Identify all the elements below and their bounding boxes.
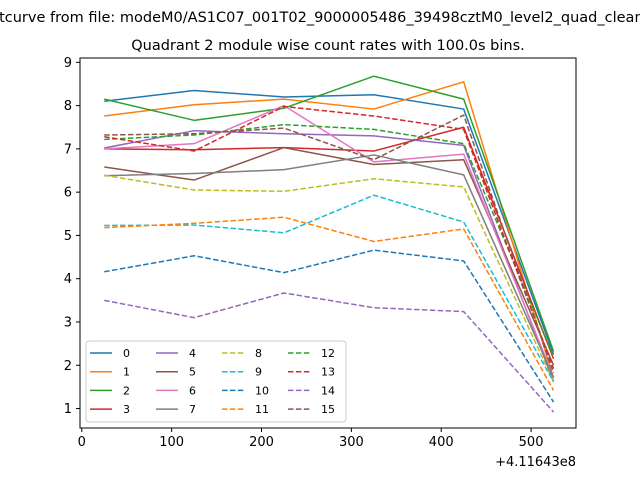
legend-label-4: 4 bbox=[189, 347, 196, 360]
series-line-1 bbox=[104, 81, 555, 379]
legend-label-5: 5 bbox=[189, 366, 196, 379]
legend-label-1: 1 bbox=[123, 366, 130, 379]
series-line-8 bbox=[104, 174, 555, 383]
x-tick-label: 100 bbox=[159, 435, 184, 450]
legend-label-8: 8 bbox=[255, 347, 262, 360]
series-line-11 bbox=[104, 216, 555, 391]
series-line-14 bbox=[104, 292, 555, 413]
legend-box bbox=[85, 340, 347, 423]
y-tick-label: 8 bbox=[64, 99, 72, 114]
chart-title: Quadrant 2 module wise count rates with … bbox=[131, 38, 525, 54]
legend-label-7: 7 bbox=[189, 403, 196, 416]
plot-frame bbox=[79, 57, 577, 429]
x-offset-label: +4.11643e8 bbox=[495, 455, 576, 470]
legend-label-15: 15 bbox=[321, 403, 335, 416]
plot-lines bbox=[104, 75, 555, 413]
series-line-12 bbox=[104, 123, 555, 357]
series-line-13 bbox=[104, 105, 555, 369]
y-tick-label: 1 bbox=[64, 402, 72, 417]
y-tick-label: 9 bbox=[64, 56, 72, 71]
figure-suptitle: Lightcurve from file: modeM0/AS1C07_001T… bbox=[0, 10, 640, 26]
legend-label-13: 13 bbox=[321, 366, 335, 379]
legend-label-2: 2 bbox=[123, 384, 130, 397]
series-line-0 bbox=[104, 89, 555, 355]
series-line-3 bbox=[104, 126, 555, 360]
y-tick-label: 4 bbox=[64, 272, 72, 287]
series-line-5 bbox=[104, 146, 555, 366]
series-line-7 bbox=[104, 154, 555, 378]
y-tick-label: 5 bbox=[64, 229, 72, 244]
legend-label-3: 3 bbox=[123, 403, 130, 416]
y-tick-label: 6 bbox=[64, 186, 72, 201]
legend-label-11: 11 bbox=[255, 403, 269, 416]
y-tick-label: 7 bbox=[64, 142, 72, 157]
x-axis: 0 100 200 300 400 500 bbox=[78, 428, 544, 450]
series-line-10 bbox=[104, 249, 555, 403]
legend-label-0: 0 bbox=[123, 347, 130, 360]
legend-label-10: 10 bbox=[255, 384, 269, 397]
x-tick-label: 200 bbox=[249, 435, 274, 450]
y-tick-label: 3 bbox=[64, 315, 72, 330]
series-line-2 bbox=[104, 75, 555, 352]
y-tick-label: 2 bbox=[64, 359, 72, 374]
x-tick-label: 500 bbox=[519, 435, 544, 450]
y-axis: 1 2 3 4 5 6 7 8 9 bbox=[64, 56, 80, 417]
legend-label-12: 12 bbox=[321, 347, 335, 360]
series-line-15 bbox=[104, 114, 555, 374]
x-tick-label: 400 bbox=[429, 435, 454, 450]
legend-label-6: 6 bbox=[189, 384, 196, 397]
legend-label-14: 14 bbox=[321, 384, 335, 397]
series-line-9 bbox=[104, 194, 555, 383]
x-tick-label: 300 bbox=[339, 435, 364, 450]
series-line-6 bbox=[104, 104, 555, 378]
x-tick-label: 0 bbox=[78, 435, 86, 450]
legend-label-9: 9 bbox=[255, 366, 262, 379]
